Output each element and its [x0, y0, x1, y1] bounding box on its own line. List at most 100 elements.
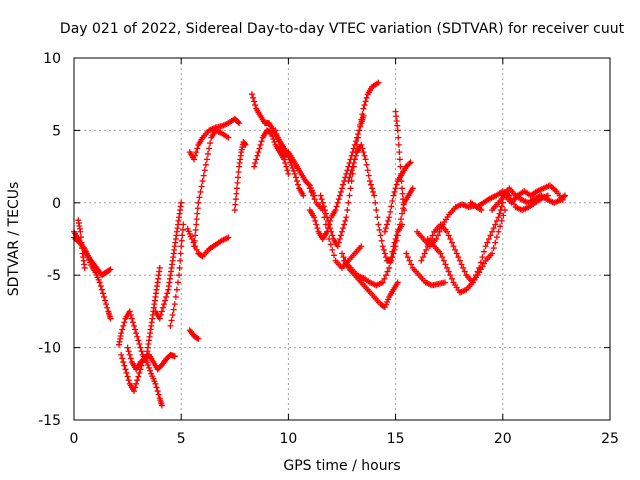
data-point	[374, 214, 381, 221]
data-point	[196, 194, 203, 201]
data-point	[137, 344, 144, 351]
data-point	[388, 257, 395, 264]
data-point	[370, 188, 377, 195]
data-point	[375, 221, 382, 228]
data-point	[284, 167, 291, 174]
data-point	[322, 221, 329, 228]
data-point	[489, 250, 496, 257]
data-point	[481, 248, 488, 255]
x-tick-label: 0	[70, 431, 79, 447]
data-point	[179, 226, 186, 233]
data-point	[484, 239, 491, 246]
data-point	[158, 308, 165, 315]
y-tick-label: -10	[38, 341, 61, 357]
data-point	[305, 181, 312, 188]
plot-frame	[73, 57, 611, 421]
data-point	[161, 301, 168, 308]
data-point	[421, 250, 428, 257]
data-point	[409, 185, 416, 192]
data-point	[178, 237, 185, 244]
data-point	[236, 120, 243, 127]
data-point	[339, 228, 345, 235]
data-point	[346, 174, 353, 181]
data-point	[272, 127, 279, 134]
data-point	[337, 188, 344, 195]
data-point	[203, 156, 210, 163]
plot-points	[71, 79, 568, 409]
data-point	[363, 161, 370, 168]
data-point	[452, 246, 459, 253]
data-point	[271, 138, 278, 145]
data-point	[193, 149, 200, 156]
data-point	[118, 351, 125, 358]
data-point	[135, 373, 142, 380]
data-point	[326, 236, 333, 242]
data-point	[155, 391, 162, 398]
data-point	[169, 312, 176, 319]
data-point	[180, 221, 187, 228]
data-point	[346, 192, 353, 199]
data-point	[359, 145, 366, 152]
data-point	[379, 243, 386, 250]
data-point	[127, 355, 134, 362]
data-point	[158, 402, 165, 409]
data-point	[375, 79, 382, 86]
data-point	[406, 160, 413, 167]
data-point	[392, 185, 399, 192]
data-point	[285, 170, 292, 177]
data-point	[252, 159, 259, 166]
data-point	[193, 221, 200, 228]
data-point	[400, 201, 407, 208]
data-point	[174, 279, 181, 286]
data-point	[407, 159, 414, 166]
data-point	[343, 214, 350, 221]
data-point	[126, 351, 133, 358]
data-point	[293, 178, 300, 185]
data-point	[277, 144, 284, 151]
data-point	[429, 232, 436, 239]
data-point	[232, 196, 239, 203]
data-point	[106, 267, 113, 274]
data-point	[391, 246, 398, 253]
data-point	[152, 380, 159, 387]
data-point	[436, 228, 443, 235]
data-point	[333, 203, 340, 210]
data-point	[498, 203, 505, 210]
data-point	[311, 214, 318, 221]
data-point	[178, 199, 185, 206]
data-point	[192, 152, 199, 159]
data-point	[395, 141, 402, 148]
data-point	[339, 250, 345, 257]
data-point	[345, 199, 352, 206]
data-point	[234, 179, 241, 186]
data-point	[327, 225, 334, 232]
data-point	[395, 134, 402, 141]
data-point	[396, 149, 403, 156]
data-point	[445, 268, 452, 275]
data-point	[396, 221, 403, 228]
data-point	[135, 337, 142, 344]
data-point	[448, 239, 455, 246]
data-point	[344, 207, 351, 214]
data-point	[317, 192, 324, 199]
data-point	[177, 250, 184, 257]
data-point	[171, 301, 178, 308]
data-point	[146, 364, 153, 371]
data-point	[233, 185, 240, 192]
data-point	[356, 127, 363, 134]
data-point	[123, 369, 130, 376]
data-point	[444, 228, 451, 235]
data-point	[157, 312, 164, 319]
data-point	[336, 192, 343, 199]
data-point	[497, 223, 504, 230]
data-point	[278, 147, 285, 154]
data-point	[335, 196, 342, 203]
data-point	[340, 225, 347, 232]
data-point	[456, 257, 463, 264]
data-point	[77, 228, 84, 235]
data-point	[322, 210, 329, 217]
data-point	[487, 232, 494, 239]
data-point	[489, 228, 496, 235]
data-point	[132, 384, 139, 391]
data-point	[444, 264, 451, 271]
